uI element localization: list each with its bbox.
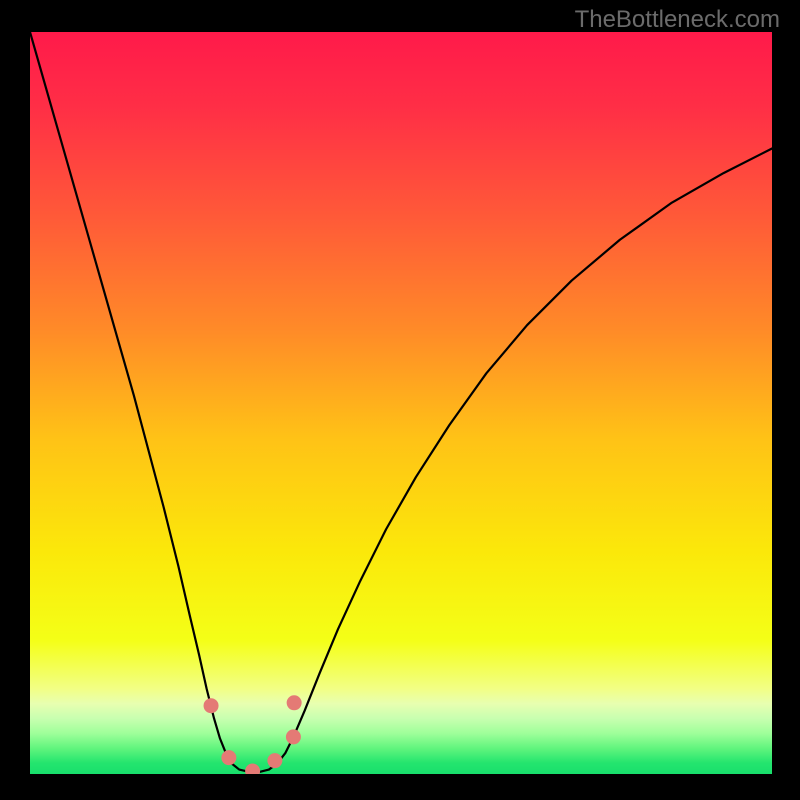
plot-svg (30, 32, 772, 774)
plot-background (30, 32, 772, 774)
curve-marker (267, 753, 282, 768)
plot-area (30, 32, 772, 774)
curve-marker (286, 729, 301, 744)
curve-marker (221, 750, 236, 765)
watermark-text: TheBottleneck.com (575, 6, 780, 34)
curve-marker (204, 698, 219, 713)
curve-marker (287, 695, 302, 710)
